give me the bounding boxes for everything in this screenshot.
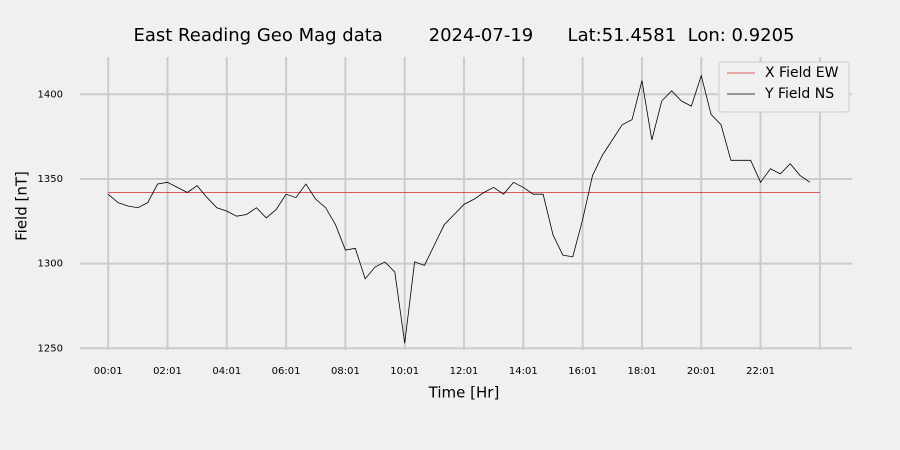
series-line [107,74,811,344]
legend-label: X Field EW [765,65,839,81]
x-tick-label: 02:01 [153,366,182,377]
x-tick-label: 20:01 [687,366,716,377]
x-tick-label: 00:01 [94,366,123,377]
legend-box [718,61,850,113]
legend-label: Y Field NS [764,86,834,102]
x-tick-label: 06:01 [272,366,301,377]
y-tick-label: 1250 [38,343,63,354]
y-tick-label: 1300 [38,259,63,270]
x-tick-label: 18:01 [628,366,657,377]
x-tick-label: 22:01 [746,366,775,377]
x-axis-label: Time [Hr] [428,384,500,402]
y-tick-label: 1400 [38,89,63,100]
x-tick-label: 10:01 [390,366,419,377]
x-tick-label: 08:01 [331,366,360,377]
x-tick-label: 16:01 [568,366,597,377]
y-axis-label: Field [nT] [13,171,31,241]
x-tick-label: 04:01 [212,366,241,377]
y-tick-label: 1350 [38,174,63,185]
x-tick-label: 12:01 [450,366,479,377]
x-tick-label: 14:01 [509,366,538,377]
chart-title: East Reading Geo Mag data 2024-07-19 Lat… [133,25,794,46]
